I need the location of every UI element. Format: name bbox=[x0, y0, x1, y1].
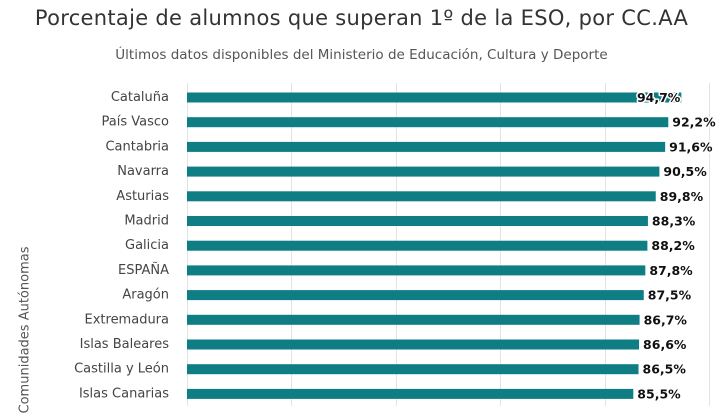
category-label: Extremadura bbox=[85, 312, 170, 327]
bar bbox=[187, 191, 656, 202]
value-label: 90,5% bbox=[663, 164, 707, 179]
chart-title: Porcentaje de alumnos que superan 1º de … bbox=[34, 6, 689, 30]
bar bbox=[187, 92, 682, 103]
bar bbox=[187, 117, 669, 128]
value-label: 87,5% bbox=[648, 288, 692, 303]
category-label: ESPAÑA bbox=[118, 262, 169, 278]
category-label: Castilla y León bbox=[74, 362, 169, 377]
value-label: 94,7% bbox=[637, 90, 681, 105]
value-label: 85,5% bbox=[637, 386, 681, 401]
value-label: 88,2% bbox=[651, 238, 695, 253]
bar bbox=[187, 388, 634, 399]
bar bbox=[187, 240, 648, 251]
category-label: Madrid bbox=[124, 214, 169, 229]
value-label: 86,7% bbox=[644, 312, 688, 327]
category-label: Islas Baleares bbox=[80, 337, 170, 352]
category-label: País Vasco bbox=[102, 115, 170, 130]
value-label: 86,6% bbox=[643, 337, 687, 352]
value-labels: 94,7% 92,2% 91,6% 90,5% 89,8% 88,3% 88,2% 87,8%… bbox=[635, 89, 717, 403]
value-label: 86,5% bbox=[643, 362, 687, 377]
value-label: 88,3% bbox=[652, 214, 696, 229]
bar bbox=[187, 166, 660, 177]
bar bbox=[187, 265, 646, 276]
value-label: 92,2% bbox=[672, 115, 716, 130]
category-label: Islas Canarias bbox=[79, 386, 169, 401]
bars bbox=[187, 92, 682, 399]
value-label: 91,6% bbox=[669, 139, 713, 154]
value-label: 87,8% bbox=[649, 263, 693, 278]
chart-subtitle: Últimos datos disponibles del Ministerio… bbox=[115, 47, 608, 63]
value-label: 89,8% bbox=[660, 189, 704, 204]
bar bbox=[187, 141, 666, 152]
category-label: Galicia bbox=[125, 238, 169, 253]
category-label: Navarra bbox=[117, 164, 169, 179]
category-label: Asturias bbox=[116, 189, 169, 204]
bar bbox=[187, 314, 640, 325]
category-label: Cantabria bbox=[105, 139, 169, 154]
bar bbox=[187, 364, 639, 375]
bar bbox=[187, 339, 640, 350]
category-label: Cataluña bbox=[111, 90, 169, 105]
category-label: Aragón bbox=[122, 288, 169, 303]
bar bbox=[187, 216, 648, 226]
category-labels: Cataluña País Vasco Cantabria Navarra Asturi… bbox=[74, 90, 169, 401]
bar bbox=[187, 290, 644, 301]
